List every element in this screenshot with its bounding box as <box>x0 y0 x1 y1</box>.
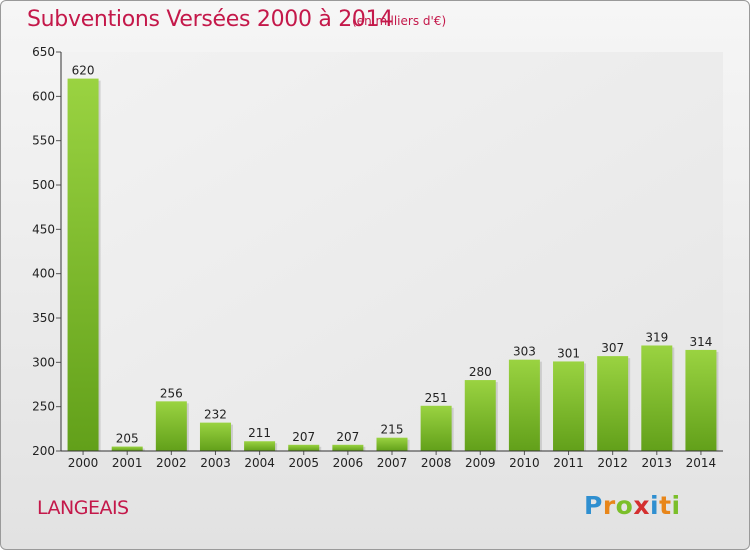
x-tick-label: 2004 <box>244 456 275 470</box>
bar-value-label: 620 <box>72 64 95 78</box>
logo-letter: x <box>633 491 650 520</box>
bar-value-label: 232 <box>204 408 227 422</box>
bar-value-label: 280 <box>469 365 492 379</box>
x-tick-label: 2014 <box>686 456 717 470</box>
bar-value-label: 314 <box>689 335 712 349</box>
bar-value-label: 215 <box>381 423 404 437</box>
x-tick-label: 2011 <box>553 456 584 470</box>
proxiti-logo: Proxiti <box>584 491 681 520</box>
y-tick-label: 400 <box>32 267 55 281</box>
chart-title: Subventions Versées 2000 à 2014 <box>27 7 394 32</box>
logo-letter: t <box>659 491 672 520</box>
bar <box>244 441 276 451</box>
bar-value-label: 205 <box>116 432 139 446</box>
bar-value-label: 207 <box>336 430 359 444</box>
x-tick-label: 2005 <box>288 456 319 470</box>
y-tick-label: 650 <box>32 45 55 59</box>
logo-letter: i <box>650 491 660 520</box>
y-tick-label: 500 <box>32 178 55 192</box>
x-tick-label: 2012 <box>597 456 628 470</box>
bar <box>641 345 673 451</box>
logo-letter: r <box>602 491 616 520</box>
bar <box>685 349 717 451</box>
y-tick-label: 200 <box>32 444 55 458</box>
bar-value-label: 251 <box>425 391 448 405</box>
logo-letter: P <box>584 491 603 520</box>
logo-letter: i <box>671 491 681 520</box>
bar <box>199 422 231 451</box>
logo-letter: o <box>615 491 634 520</box>
x-tick-label: 2000 <box>68 456 99 470</box>
bar-value-label: 256 <box>160 386 183 400</box>
bar-value-label: 301 <box>557 346 580 360</box>
y-tick-label: 600 <box>32 89 55 103</box>
bar <box>376 437 408 451</box>
x-tick-label: 2009 <box>465 456 496 470</box>
y-tick-label: 350 <box>32 311 55 325</box>
x-tick-label: 2010 <box>509 456 540 470</box>
bar <box>464 380 496 451</box>
bar-value-label: 307 <box>601 341 624 355</box>
bar <box>111 446 143 451</box>
bar <box>597 356 629 451</box>
y-tick-label: 250 <box>32 400 55 414</box>
y-tick-label: 550 <box>32 134 55 148</box>
bar <box>155 401 187 451</box>
bar <box>420 405 452 451</box>
bar-value-label: 211 <box>248 426 271 440</box>
bar <box>288 444 320 451</box>
chart-subtitle: (en milliers d'€) <box>352 14 447 28</box>
bar <box>553 361 585 451</box>
x-tick-label: 2003 <box>200 456 231 470</box>
bar <box>67 78 99 451</box>
x-tick-label: 2002 <box>156 456 187 470</box>
x-tick-label: 2001 <box>112 456 143 470</box>
x-tick-label: 2007 <box>377 456 408 470</box>
y-tick-label: 300 <box>32 355 55 369</box>
y-tick-label: 450 <box>32 222 55 236</box>
bar-value-label: 207 <box>292 430 315 444</box>
bar-value-label: 319 <box>645 330 668 344</box>
commune-name: LANGEAIS <box>37 497 129 519</box>
x-tick-label: 2008 <box>421 456 452 470</box>
bar <box>332 444 364 451</box>
x-tick-label: 2013 <box>642 456 673 470</box>
x-tick-label: 2006 <box>333 456 364 470</box>
bar-value-label: 303 <box>513 345 536 359</box>
bar <box>508 359 540 451</box>
